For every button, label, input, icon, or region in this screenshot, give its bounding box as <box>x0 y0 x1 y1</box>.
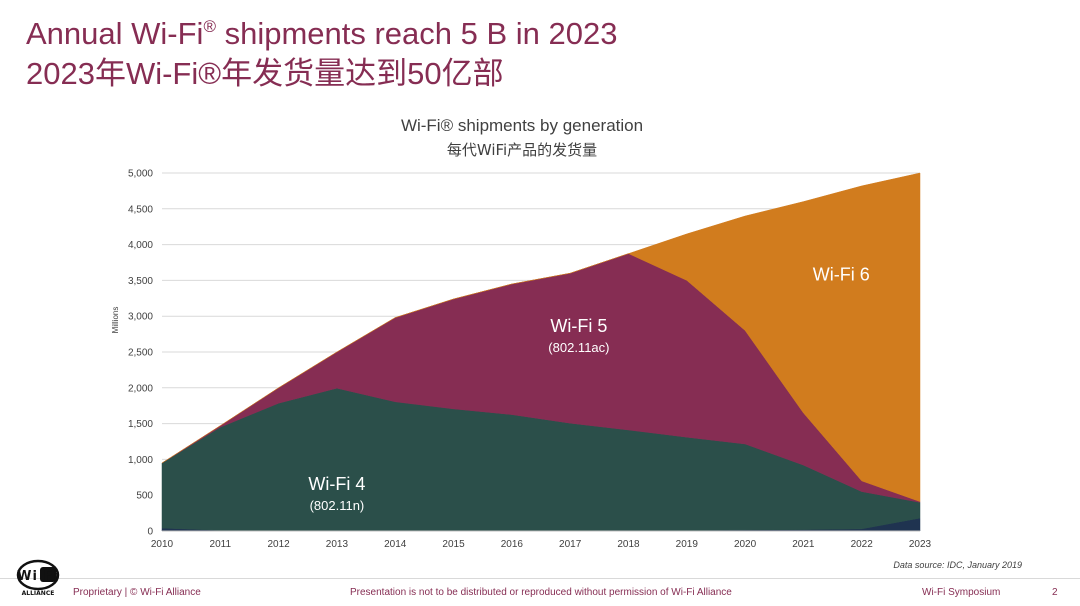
title-text-part: shipments reach 5 B in 2023 <box>215 16 618 51</box>
footer-proprietary: Proprietary | © Wi-Fi Alliance <box>73 587 201 598</box>
x-tick-label: 2023 <box>909 539 932 550</box>
y-tick-label: 2,000 <box>128 383 153 394</box>
series-label-wifi5: Wi-Fi 5 <box>550 316 607 336</box>
area-series-wifi6 <box>161 172 921 502</box>
y-tick-label: 1,500 <box>128 419 153 430</box>
series-label-wifi4: Wi-Fi 4 <box>308 474 365 494</box>
x-tick-label: 2015 <box>442 539 465 550</box>
wifi-alliance-logo: Wi Fi ALLIANCE <box>16 559 60 597</box>
logo-wordmark: Wi Fi <box>17 569 59 584</box>
x-tick-label: 2020 <box>734 539 757 550</box>
registered-mark: ® <box>203 17 216 36</box>
x-tick-label: 2010 <box>151 539 174 550</box>
y-tick-label: 4,500 <box>128 204 153 215</box>
page-number: 2 <box>1052 587 1058 598</box>
slide-title-chinese: 2023年Wi-Fi®年发货量达到50亿部 <box>26 56 504 91</box>
chart-subtitle: 每代WiFi产品的发货量 <box>447 141 597 159</box>
y-tick-label: 0 <box>147 527 153 538</box>
x-tick-label: 2011 <box>210 539 232 550</box>
footer-notice: Presentation is not to be distributed or… <box>350 587 732 598</box>
footer-divider <box>0 578 1080 579</box>
y-tick-label: 3,000 <box>128 312 153 323</box>
x-tick-label: 2018 <box>617 539 640 550</box>
data-source-note: Data source: IDC, January 2019 <box>893 560 1022 570</box>
x-tick-label: 2012 <box>267 539 290 550</box>
x-tick-label: 2016 <box>501 539 524 550</box>
logo-subtext: ALLIANCE <box>22 590 55 597</box>
series-sublabel-wifi5: (802.11ac) <box>548 340 609 355</box>
x-tick-label: 2013 <box>326 539 349 550</box>
y-tick-label: 3,500 <box>128 276 153 287</box>
y-tick-label: 1,000 <box>128 455 153 466</box>
y-tick-label: 500 <box>136 491 153 502</box>
x-tick-label: 2021 <box>792 539 815 550</box>
title-text-part: Annual Wi-Fi <box>26 16 204 51</box>
slide-title: Annual Wi-Fi® shipments reach 5 B in 202… <box>26 14 618 94</box>
slide-title-english: Annual Wi-Fi® shipments reach 5 B in 202… <box>26 14 618 54</box>
x-tick-label: 2022 <box>851 539 874 550</box>
series-sublabel-wifi4: (802.11n) <box>310 498 365 513</box>
x-tick-label: 2017 <box>559 539 582 550</box>
chart-title: Wi-Fi® shipments by generation <box>401 116 643 135</box>
series-label-wifi6: Wi-Fi 6 <box>813 264 870 284</box>
x-tick-label: 2014 <box>384 539 407 550</box>
footer-event-name: Wi-Fi Symposium <box>922 587 1001 598</box>
x-tick-label: 2019 <box>676 539 699 550</box>
y-tick-label: 5,000 <box>128 169 153 180</box>
y-tick-label: 4,000 <box>128 240 153 251</box>
y-tick-label: 2,500 <box>128 348 153 359</box>
shipments-area-chart: 0 500 1,000 1,500 2,000 2,500 3,000 3,500 4,000 4… <box>111 116 932 551</box>
axes: 0 500 1,000 1,500 2,000 2,500 3,000 3,500 4,000 4… <box>128 169 932 551</box>
y-axis-title: Millions <box>111 307 120 334</box>
series-labels: Wi-Fi 4 (802.11n) Wi-Fi 5 (802.11ac) Wi-Fi 6 <box>308 264 869 513</box>
